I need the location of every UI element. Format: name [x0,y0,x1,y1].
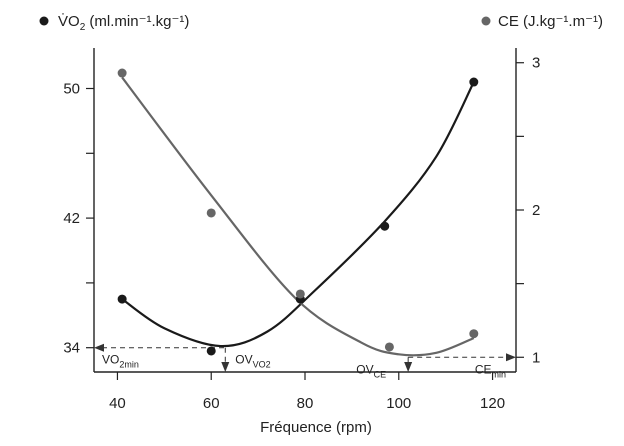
ovce-arrow [404,362,413,372]
right-legend-marker [481,16,491,26]
ovvo2-label: OVVO2 [235,353,270,370]
vo2-point [380,221,390,231]
left-tick-label: 42 [63,210,80,227]
left-axis-title-sub: 2 [80,22,86,33]
x-tick-label: 100 [386,395,411,412]
vo2min-arrow [94,343,104,352]
fit-curves [121,76,475,357]
right-tick-label: 1 [532,349,540,366]
left-legend: V̇O2 (ml.min⁻¹.kg⁻¹) [39,13,189,33]
right-tick-label: 3 [532,55,540,72]
x-axis-title: Fréquence (rpm) [260,419,372,436]
vo2-point [206,346,216,356]
reference-lines [94,343,516,372]
x-tick-label: 60 [203,395,220,412]
annotations: VO2min OVVO2 OVCE CEmin [102,353,506,380]
right-axis-title: CE (J.kg⁻¹.m⁻¹) [498,13,603,30]
ce-point [384,342,394,352]
x-ticks: 40 60 80 100 120 [109,372,505,412]
ovvo2-arrow [221,362,230,372]
ovce-label: OVCE [356,362,386,379]
left-axis-title: V̇O2 (ml.min⁻¹.kg⁻¹) [58,13,189,33]
right-ticks: 1 2 3 [516,55,540,366]
ce-point [117,68,127,78]
cemin-label: CEmin [475,362,506,379]
data-points [117,68,479,356]
left-tick-label: 34 [63,340,80,357]
x-tick-label: 40 [109,395,126,412]
ce-point [295,289,305,299]
x-tick-label: 120 [480,395,505,412]
right-tick-label: 2 [532,202,540,219]
vo2-point [117,294,127,304]
left-legend-marker [39,16,49,26]
left-ticks: 34 42 50 [63,81,94,357]
ce-fit-curve [121,76,475,357]
vo2min-label: VO2min [102,353,139,370]
x-tick-label: 80 [297,395,314,412]
vo2-fit-curve [121,81,475,348]
ce-point [206,208,216,218]
right-legend: CE (J.kg⁻¹.m⁻¹) [481,13,603,30]
ce-point [469,329,479,339]
cemin-arrow [506,353,516,362]
left-axis-title-unit: (ml.min⁻¹.kg⁻¹) [85,13,189,30]
left-tick-label: 50 [63,81,80,98]
left-axis-title-main: V̇O [58,13,80,30]
vo2-point [469,77,479,87]
